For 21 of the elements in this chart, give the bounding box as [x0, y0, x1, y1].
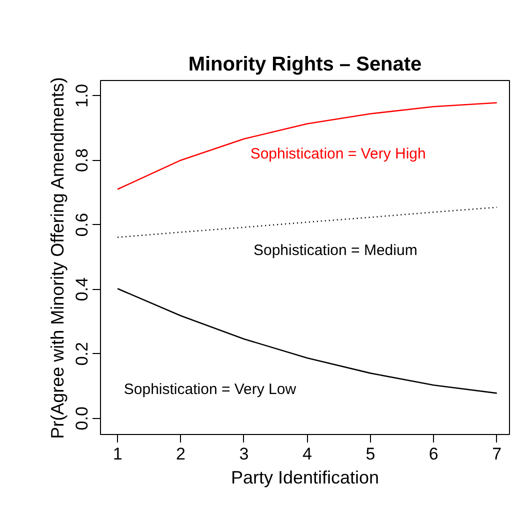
x-tick-label: 6	[428, 444, 438, 464]
x-tick-label: 7	[492, 444, 502, 464]
chart-title: Minority Rights – Senate	[188, 54, 422, 76]
x-tick-label: 5	[366, 444, 376, 464]
series-label: Sophistication = Medium	[253, 242, 418, 260]
y-tick-label: 1.0	[72, 84, 92, 108]
line-series	[116, 206, 498, 238]
line-series	[116, 102, 498, 190]
y-tick-label: 0.6	[72, 212, 92, 237]
y-tick-label: 0.8	[72, 148, 92, 172]
x-tick-label: 3	[239, 444, 249, 464]
y-tick-label: 0.2	[72, 342, 92, 366]
x-axis-title: Party Identification	[230, 468, 380, 488]
x-tick-label: 1	[112, 444, 122, 464]
y-axis-title: Pr(Agree with Minority Offering Amendments)	[48, 77, 68, 439]
series-label: Sophistication = Very High	[250, 145, 426, 162]
y-tick-label: 0.4	[72, 277, 92, 302]
y-tick-label: 0.0	[72, 406, 92, 430]
x-tick-label: 4	[302, 444, 312, 464]
x-tick-label: 2	[176, 444, 186, 464]
series-label: Sophistication = Very Low	[124, 380, 296, 398]
